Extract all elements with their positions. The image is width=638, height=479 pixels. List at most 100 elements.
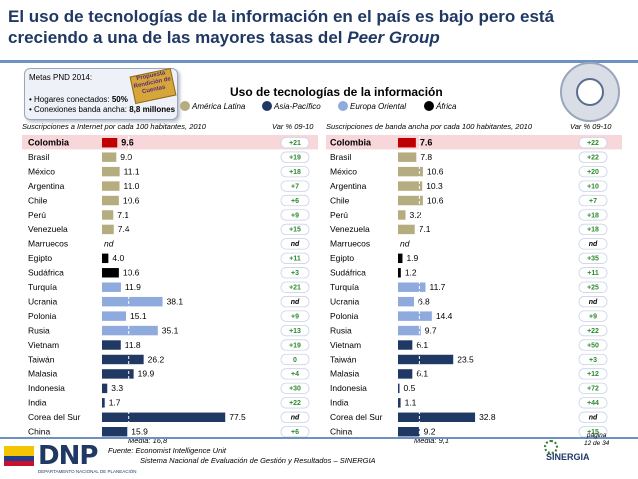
- variation-badge: [578, 151, 608, 163]
- page-title: El uso de tecnologías de la información …: [8, 7, 555, 47]
- variation-badge: [578, 411, 608, 423]
- bar: [102, 282, 121, 292]
- variation-label: nd: [589, 299, 598, 306]
- bar: [398, 224, 415, 235]
- category-label: Rusia: [330, 325, 352, 335]
- title-divider: [0, 60, 638, 63]
- variation-label: +50: [587, 342, 599, 349]
- category-label: Brasil: [28, 152, 49, 162]
- variation-badge: [280, 382, 310, 394]
- data-label: 35.1: [162, 325, 179, 335]
- sinergia-icon: [544, 440, 558, 454]
- variation-label: +7: [589, 198, 597, 205]
- variation-badge: [280, 426, 310, 438]
- variation-label: +22: [289, 400, 301, 407]
- bar: [398, 138, 416, 148]
- bar: [102, 166, 120, 177]
- data-label: 9.2: [424, 427, 436, 437]
- bar: [398, 282, 426, 292]
- category-label: Malasia: [330, 369, 360, 379]
- variation-badge: [280, 339, 310, 351]
- category-label: Perú: [28, 210, 46, 220]
- variation-label: +11: [587, 270, 599, 277]
- highlight-row: [22, 135, 318, 150]
- variation-label: +19: [289, 342, 301, 349]
- variation-badge: [578, 194, 608, 207]
- data-label: 1.1: [405, 398, 417, 408]
- category-label: Polonia: [28, 311, 57, 321]
- bar: [102, 224, 114, 235]
- bar: [398, 354, 454, 365]
- category-label: Argentina: [330, 181, 367, 191]
- variation-label: +9: [291, 313, 299, 320]
- variation-label: +18: [587, 212, 599, 219]
- data-label: 1.9: [406, 253, 418, 263]
- category-label: Indonesia: [28, 383, 65, 393]
- variation-label: +9: [291, 212, 299, 219]
- data-label: 77.5: [229, 412, 246, 422]
- bar: [398, 253, 403, 264]
- bar: [398, 398, 401, 408]
- bar: [102, 195, 119, 206]
- category-label: India: [330, 398, 349, 408]
- legend-swatch: [424, 101, 434, 111]
- bar: [398, 210, 406, 220]
- data-label: 32.8: [479, 412, 496, 422]
- bar: [398, 427, 420, 437]
- variation-badge: [578, 209, 608, 221]
- bar: [102, 369, 134, 379]
- variation-label: +22: [587, 140, 599, 147]
- data-label: 1.7: [109, 398, 121, 408]
- data-label: nd: [104, 239, 114, 249]
- variation-label: +30: [289, 386, 301, 393]
- legend-swatch: [338, 101, 348, 111]
- data-label: 15.9: [131, 427, 148, 437]
- category-label: Marruecos: [330, 239, 370, 249]
- data-label: 14.4: [436, 311, 453, 321]
- category-label: Vietnam: [330, 340, 361, 350]
- category-label: Taiwán: [28, 354, 55, 364]
- variation-label: +72: [587, 386, 599, 393]
- legend-swatch: [180, 101, 190, 111]
- data-label: 26.2: [148, 354, 165, 364]
- category-label: Corea del Sur: [330, 412, 383, 422]
- variation-badge: [578, 382, 608, 394]
- median-label-left: Media: 16,8: [128, 436, 168, 445]
- chart-left-var-header: Var % 09-10: [272, 122, 314, 131]
- variation-label: +22: [587, 328, 599, 335]
- data-label: 10.3: [426, 181, 443, 191]
- variation-badge: [280, 209, 310, 221]
- navigation-wheel-icon[interactable]: [560, 62, 620, 122]
- category-label: Egipto: [330, 253, 354, 263]
- bar: [398, 311, 432, 321]
- legend-swatch: [262, 101, 272, 111]
- bar: [398, 181, 423, 191]
- dnp-logo-subtitle: DEPARTAMENTO NACIONAL DE PLANEACIÓN: [38, 469, 137, 474]
- bar: [398, 325, 421, 336]
- variation-badge: [578, 353, 608, 366]
- variation-label: +3: [291, 270, 299, 277]
- data-label: 9.0: [120, 152, 132, 162]
- data-label: 11.9: [125, 282, 141, 292]
- variation-label: +35: [587, 256, 599, 263]
- data-label: 10.6: [123, 268, 140, 278]
- variation-badge: [280, 296, 310, 308]
- chart-right-title: Suscripciones de banda ancha por cada 10…: [326, 122, 532, 131]
- bar: [102, 138, 118, 148]
- variation-label: +6: [291, 429, 299, 436]
- median-label-right: Media: 9,1: [414, 436, 450, 445]
- variation-label: +11: [289, 256, 301, 263]
- variation-badge: [578, 397, 608, 409]
- variation-label: +12: [587, 371, 599, 378]
- data-label: 3.2: [410, 210, 422, 220]
- category-label: Rusia: [28, 325, 50, 335]
- category-label: Egipto: [28, 253, 52, 263]
- data-label: 1.2: [405, 268, 417, 278]
- variation-badge: [578, 238, 608, 250]
- variation-badge: [280, 151, 310, 163]
- data-label: 7.6: [420, 138, 433, 148]
- category-label: Chile: [330, 195, 350, 205]
- data-label: 10.6: [123, 195, 140, 205]
- variation-badge: [578, 310, 608, 322]
- variation-badge: [280, 223, 310, 236]
